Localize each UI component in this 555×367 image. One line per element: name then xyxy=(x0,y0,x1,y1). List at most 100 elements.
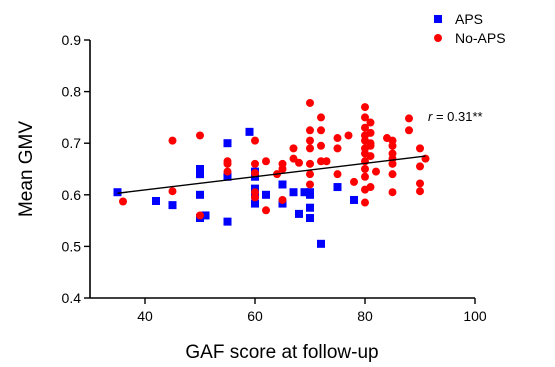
point-no-aps xyxy=(366,128,375,137)
point-no-aps xyxy=(366,152,375,161)
point-aps xyxy=(306,188,314,197)
point-aps xyxy=(196,190,204,199)
point-aps xyxy=(300,188,309,197)
point-aps xyxy=(306,203,314,212)
point-aps xyxy=(317,239,325,248)
legend-marker-aps xyxy=(434,15,442,23)
point-no-aps xyxy=(168,187,177,196)
point-no-aps xyxy=(361,165,369,173)
point-no-aps xyxy=(361,103,369,112)
y-axis-title: Mean GMV xyxy=(16,121,37,217)
point-no-aps xyxy=(344,131,353,140)
point-aps xyxy=(223,139,232,148)
point-no-aps xyxy=(317,126,325,135)
point-no-aps xyxy=(416,144,424,153)
point-aps xyxy=(223,217,232,226)
x-ticks: 40 60 80 100 xyxy=(137,298,487,324)
point-no-aps xyxy=(168,136,177,145)
point-aps xyxy=(196,170,204,179)
point-no-aps xyxy=(295,158,303,167)
point-no-aps xyxy=(405,126,413,135)
correlation-r-symbol: r xyxy=(428,109,433,124)
point-no-aps xyxy=(306,180,314,189)
point-no-aps xyxy=(361,198,369,207)
point-aps xyxy=(152,196,160,205)
point-no-aps xyxy=(366,118,375,127)
point-no-aps xyxy=(317,157,325,166)
point-no-aps xyxy=(317,113,325,122)
point-no-aps xyxy=(196,211,204,220)
point-no-aps xyxy=(306,136,314,145)
point-no-aps xyxy=(333,170,342,179)
point-aps xyxy=(196,165,204,173)
correlation-value: = 0.31** xyxy=(432,109,482,124)
point-no-aps xyxy=(405,114,413,123)
legend-label-no-aps: No-APS xyxy=(455,30,506,46)
point-no-aps xyxy=(388,159,397,168)
point-no-aps xyxy=(416,187,424,196)
point-aps xyxy=(168,201,177,210)
point-no-aps xyxy=(262,157,270,166)
point-no-aps xyxy=(361,123,369,132)
point-no-aps xyxy=(251,159,259,168)
plot-points xyxy=(113,98,430,248)
x-tick-label: 60 xyxy=(247,308,263,324)
y-tick-label: 0.5 xyxy=(62,238,82,254)
legend: APS No-APS xyxy=(434,11,506,46)
point-aps xyxy=(113,188,122,197)
point-no-aps xyxy=(361,172,369,181)
x-tick-label: 80 xyxy=(357,308,373,324)
point-no-aps xyxy=(388,188,397,197)
point-no-aps xyxy=(333,134,342,143)
legend-marker-no-aps xyxy=(434,34,442,42)
point-aps xyxy=(295,209,303,218)
point-no-aps xyxy=(306,98,314,107)
point-no-aps xyxy=(388,170,397,179)
point-aps xyxy=(201,211,210,220)
point-aps xyxy=(350,195,358,204)
point-no-aps xyxy=(289,154,298,163)
point-aps xyxy=(245,127,254,136)
point-no-aps xyxy=(388,141,397,150)
point-no-aps xyxy=(223,167,232,176)
point-no-aps xyxy=(223,159,232,168)
point-no-aps xyxy=(306,126,314,135)
point-no-aps xyxy=(196,131,204,140)
point-no-aps xyxy=(416,179,424,188)
correlation-annotation: r = 0.31** xyxy=(428,109,483,124)
point-no-aps xyxy=(317,141,325,150)
y-tick-label: 0.6 xyxy=(62,187,82,203)
point-no-aps xyxy=(416,162,424,171)
point-no-aps xyxy=(333,144,342,153)
point-no-aps xyxy=(361,113,369,122)
point-no-aps xyxy=(366,141,375,150)
point-no-aps xyxy=(306,170,314,179)
point-no-aps xyxy=(322,157,331,166)
y-tick-label: 0.9 xyxy=(62,32,82,48)
point-no-aps xyxy=(251,136,259,145)
point-no-aps xyxy=(306,144,314,153)
point-no-aps xyxy=(350,177,358,186)
point-aps xyxy=(306,214,314,223)
point-aps xyxy=(262,190,270,199)
y-ticks: 0.4 0.5 0.6 0.7 0.8 0.9 xyxy=(62,32,90,306)
point-aps xyxy=(278,180,287,189)
axes xyxy=(89,40,475,299)
y-tick-label: 0.7 xyxy=(62,135,82,151)
point-aps xyxy=(333,183,342,192)
point-aps xyxy=(223,172,232,181)
y-tick-label: 0.8 xyxy=(62,84,82,100)
regression-line xyxy=(117,155,426,194)
x-axis-title: GAF score at follow-up xyxy=(185,342,378,363)
point-no-aps xyxy=(251,193,259,202)
x-tick-label: 100 xyxy=(463,308,487,324)
x-tick-label: 40 xyxy=(137,308,153,324)
point-aps xyxy=(251,199,259,208)
point-no-aps xyxy=(366,183,375,192)
legend-label-aps: APS xyxy=(455,11,483,27)
point-no-aps xyxy=(278,165,287,173)
point-no-aps xyxy=(372,167,380,176)
point-no-aps xyxy=(306,159,314,168)
point-no-aps xyxy=(278,195,287,204)
